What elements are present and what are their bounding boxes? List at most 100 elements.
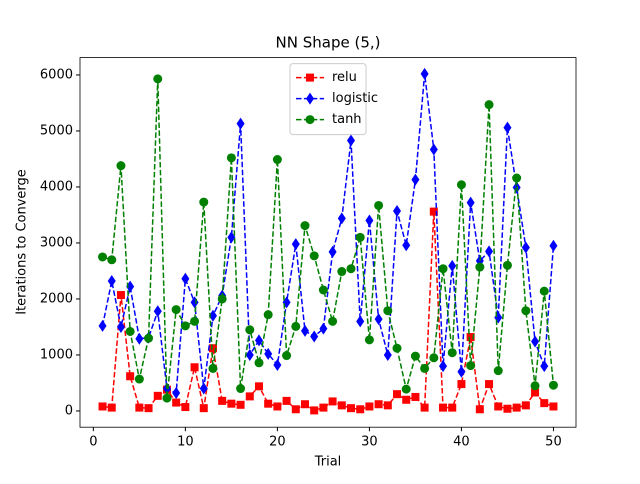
data-point [531, 388, 540, 397]
legend-label: tanh [332, 112, 362, 127]
data-point [448, 403, 457, 412]
data-point [439, 360, 448, 373]
legend-marker [306, 92, 314, 105]
data-point [337, 267, 347, 277]
data-point [309, 251, 319, 261]
data-point [144, 404, 153, 413]
data-point [135, 332, 144, 345]
legend-marker [305, 115, 315, 125]
y-tick-label: 5000 [40, 123, 73, 138]
data-point [208, 309, 217, 322]
data-point [282, 396, 291, 405]
data-point [218, 396, 227, 405]
data-point [300, 400, 309, 409]
data-point [153, 74, 163, 84]
data-point [383, 306, 393, 316]
data-point [485, 380, 494, 389]
legend-marker [306, 73, 314, 82]
data-point [98, 252, 108, 262]
data-point [180, 321, 190, 331]
data-point [530, 381, 540, 391]
data-point [364, 335, 374, 345]
data-point [521, 241, 530, 254]
data-point [310, 406, 319, 415]
data-point [199, 404, 208, 413]
data-point [135, 403, 144, 412]
data-point [98, 402, 107, 411]
data-point [512, 403, 521, 412]
data-point [263, 310, 273, 320]
y-tick-label: 3000 [40, 235, 73, 250]
data-point [393, 390, 402, 399]
data-point [190, 316, 200, 326]
data-point [420, 363, 430, 373]
data-point [347, 134, 356, 147]
data-point [245, 348, 254, 361]
data-point [217, 294, 227, 304]
data-point [134, 374, 144, 384]
data-point [227, 399, 236, 408]
data-point [153, 391, 162, 400]
x-tick-label: 20 [269, 435, 286, 450]
data-point [503, 404, 512, 413]
data-point [245, 392, 254, 401]
data-point [485, 245, 494, 258]
data-point [328, 245, 337, 258]
data-point [162, 393, 172, 403]
x-tick-label: 50 [545, 435, 562, 450]
data-point [300, 221, 310, 231]
data-point [318, 285, 328, 295]
data-point [355, 232, 365, 242]
data-point [319, 403, 328, 412]
data-point [429, 353, 439, 363]
data-point [264, 347, 273, 360]
data-point [438, 264, 448, 274]
data-point [273, 359, 282, 372]
axes-frame [79, 57, 577, 428]
y-axis-label: Iterations to Converge [15, 169, 30, 315]
data-point [273, 402, 282, 411]
data-point [447, 348, 457, 358]
data-point [126, 372, 135, 381]
data-point [475, 405, 484, 414]
data-point [457, 380, 466, 389]
data-point [226, 153, 236, 163]
data-point [300, 324, 309, 337]
data-point [429, 143, 438, 156]
data-point [245, 325, 255, 335]
data-point [531, 335, 540, 348]
data-point [107, 255, 117, 265]
data-point [402, 239, 411, 252]
data-point [512, 173, 522, 183]
x-tick-label: 30 [361, 435, 378, 450]
data-point [199, 382, 208, 395]
data-point [549, 402, 558, 411]
data-point [383, 401, 392, 410]
data-point [539, 286, 549, 296]
data-point [502, 260, 512, 270]
x-axis-label: Trial [314, 455, 342, 470]
data-point [291, 238, 300, 251]
data-point [153, 305, 162, 318]
data-point [208, 363, 218, 373]
data-point [411, 392, 420, 401]
data-point [236, 117, 245, 130]
y-tick-label: 0 [65, 403, 73, 418]
data-point [448, 259, 457, 272]
data-point [402, 395, 411, 404]
data-point [365, 402, 374, 411]
data-point [254, 382, 263, 391]
data-point [337, 401, 346, 410]
x-tick-label: 40 [453, 435, 470, 450]
data-point [291, 321, 301, 331]
data-point [429, 207, 438, 216]
y-tick-label: 4000 [40, 179, 73, 194]
data-point [374, 400, 383, 409]
data-point [172, 398, 181, 407]
y-tick-label: 1000 [40, 347, 73, 362]
data-point [310, 330, 319, 343]
data-point [227, 231, 236, 244]
data-point [466, 196, 475, 209]
data-point [549, 239, 558, 252]
data-point [291, 405, 300, 414]
